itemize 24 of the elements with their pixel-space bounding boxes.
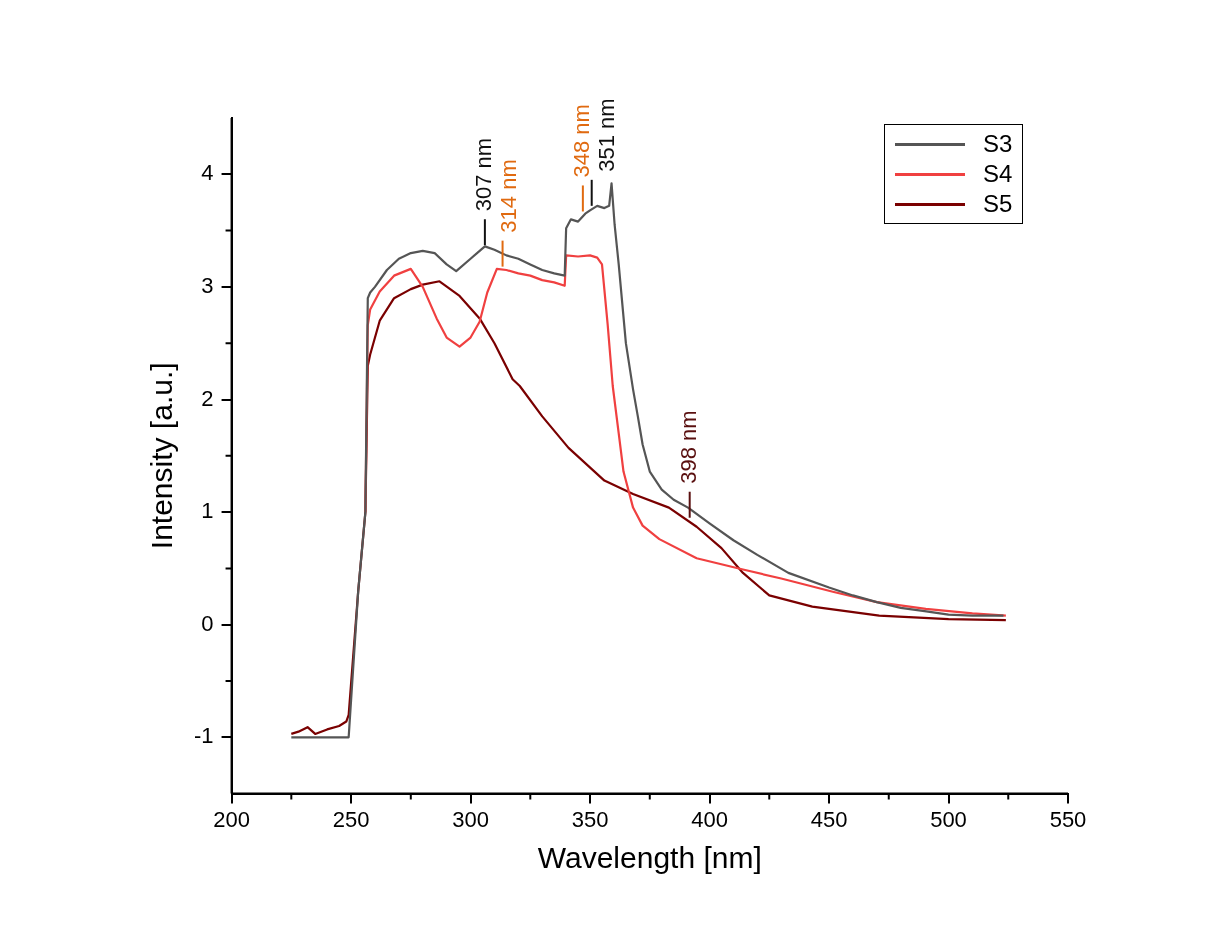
x-tick-label: 350: [571, 806, 609, 832]
y-tick-label: 4: [201, 160, 214, 186]
x-axis-title: Wavelength [nm]: [537, 841, 762, 875]
legend-label: S5: [983, 190, 1013, 218]
legend-label: S4: [983, 160, 1013, 188]
annotation: 398 nm: [675, 410, 701, 484]
annotation: 351 nm: [593, 98, 619, 172]
x-tick-label: 450: [810, 806, 848, 832]
y-tick-label: 1: [201, 498, 214, 524]
x-tick-label: 550: [1049, 806, 1087, 832]
y-tick-label: 3: [201, 272, 214, 298]
x-tick-label: 200: [213, 806, 250, 832]
y-tick-label: 2: [201, 385, 214, 411]
x-tick-label: 400: [691, 806, 728, 832]
y-axis-title: Intensity [a.u.]: [145, 362, 179, 550]
x-tick-label: 300: [452, 806, 489, 832]
annotation: 307 nm: [470, 137, 496, 212]
y-tick-label: -1: [194, 723, 214, 749]
legend-label: S3: [983, 130, 1013, 158]
x-tick-label: 250: [332, 806, 370, 832]
x-tick-label: 500: [930, 806, 967, 832]
y-tick-label: 0: [201, 610, 214, 636]
annotation: 348 nm: [568, 104, 594, 178]
annotation: 314 nm: [495, 159, 521, 233]
